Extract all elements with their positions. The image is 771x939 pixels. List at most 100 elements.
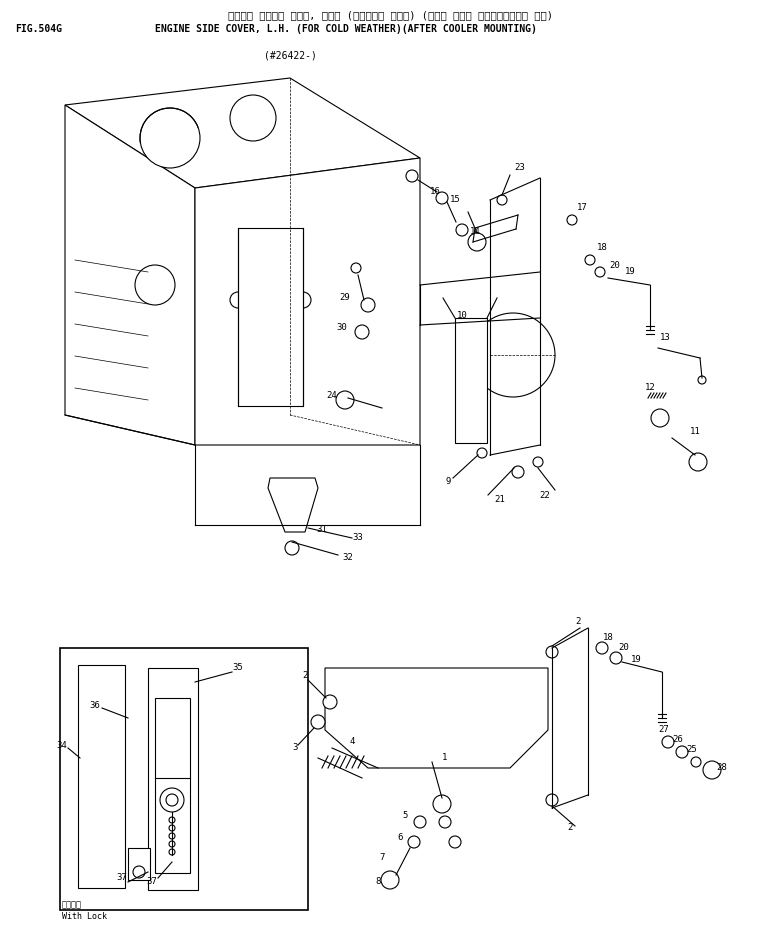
Circle shape — [160, 788, 184, 812]
Text: 30: 30 — [337, 324, 348, 332]
Text: 37: 37 — [146, 878, 157, 886]
Text: 32: 32 — [342, 553, 353, 562]
Text: 16: 16 — [429, 188, 440, 196]
Circle shape — [689, 453, 707, 471]
Circle shape — [477, 448, 487, 458]
Text: 24: 24 — [327, 391, 338, 399]
Text: 20: 20 — [610, 260, 621, 269]
Circle shape — [169, 833, 175, 839]
Circle shape — [311, 715, 325, 729]
Circle shape — [585, 255, 595, 265]
Circle shape — [698, 376, 706, 384]
Circle shape — [285, 541, 299, 555]
Polygon shape — [78, 665, 125, 888]
Circle shape — [546, 794, 558, 806]
Circle shape — [361, 298, 375, 312]
Bar — [60, 648, 308, 910]
Circle shape — [414, 816, 426, 828]
Text: 33: 33 — [352, 533, 363, 543]
Text: With Lock: With Lock — [62, 912, 107, 921]
Circle shape — [406, 170, 418, 182]
Text: 18: 18 — [603, 634, 614, 642]
Circle shape — [133, 866, 145, 878]
Circle shape — [468, 233, 486, 251]
Text: 37: 37 — [116, 873, 127, 883]
Circle shape — [512, 466, 524, 478]
Text: 7: 7 — [379, 854, 385, 863]
Circle shape — [456, 224, 468, 236]
Text: 18: 18 — [597, 243, 608, 253]
Circle shape — [408, 836, 420, 848]
Circle shape — [169, 825, 175, 831]
Circle shape — [651, 409, 669, 427]
Circle shape — [230, 95, 276, 141]
Text: 5: 5 — [402, 810, 408, 820]
Circle shape — [433, 795, 451, 813]
Text: 28: 28 — [716, 763, 727, 773]
Text: 3: 3 — [292, 744, 298, 752]
Polygon shape — [148, 668, 198, 890]
Bar — [455, 318, 487, 443]
Text: 1: 1 — [443, 753, 448, 762]
Circle shape — [567, 215, 577, 225]
Text: 14: 14 — [470, 227, 480, 237]
Circle shape — [471, 313, 555, 397]
Circle shape — [135, 265, 175, 305]
Circle shape — [323, 695, 337, 709]
Polygon shape — [65, 105, 195, 445]
Circle shape — [610, 652, 622, 664]
Text: 2: 2 — [575, 618, 581, 626]
Text: 36: 36 — [89, 700, 100, 710]
Text: 35: 35 — [233, 664, 244, 672]
Text: 2: 2 — [567, 824, 573, 833]
Text: 21: 21 — [495, 496, 505, 504]
Text: (#26422-): (#26422-) — [264, 50, 316, 60]
Text: 26: 26 — [672, 735, 683, 745]
Text: 8: 8 — [375, 878, 381, 886]
Circle shape — [336, 391, 354, 409]
Circle shape — [595, 267, 605, 277]
Circle shape — [166, 794, 178, 806]
Bar — [128, 848, 150, 880]
Text: 15: 15 — [449, 195, 460, 205]
Circle shape — [169, 841, 175, 847]
Circle shape — [703, 761, 721, 779]
Text: 34: 34 — [56, 741, 67, 749]
Text: 25: 25 — [687, 746, 698, 755]
Circle shape — [533, 457, 543, 467]
Circle shape — [497, 195, 507, 205]
Circle shape — [351, 263, 361, 273]
Circle shape — [662, 736, 674, 748]
Text: 20: 20 — [618, 643, 629, 653]
Text: ENGINE SIDE COVER, L.H. (FOR COLD WEATHER)(AFTER COOLER MOUNTING): ENGINE SIDE COVER, L.H. (FOR COLD WEATHE… — [155, 24, 537, 34]
Text: 2: 2 — [302, 670, 308, 680]
Text: 29: 29 — [339, 294, 350, 302]
Text: 22: 22 — [540, 491, 550, 500]
Text: 17: 17 — [577, 204, 588, 212]
Circle shape — [449, 836, 461, 848]
Circle shape — [355, 325, 369, 339]
Circle shape — [676, 746, 688, 758]
Circle shape — [546, 646, 558, 658]
Text: 27: 27 — [658, 726, 669, 734]
Circle shape — [169, 849, 175, 855]
Polygon shape — [65, 78, 420, 188]
Text: 10: 10 — [456, 311, 467, 319]
Circle shape — [691, 757, 701, 767]
Circle shape — [381, 871, 399, 889]
Circle shape — [140, 108, 200, 168]
Text: ロック付: ロック付 — [62, 900, 82, 909]
Text: 19: 19 — [625, 268, 635, 276]
Polygon shape — [195, 158, 420, 445]
Text: 6: 6 — [397, 834, 402, 842]
Text: エンジン サイト゜ カバー, ヒダリ (カンレイチ ショウ) (アフタ クーラ マウンティンク゜ サキ): エンジン サイト゜ カバー, ヒダリ (カンレイチ ショウ) (アフタ クーラ … — [227, 10, 553, 20]
Polygon shape — [325, 668, 548, 768]
Text: FIG.504G: FIG.504G — [15, 24, 62, 34]
Text: 11: 11 — [689, 427, 700, 437]
Text: 4: 4 — [349, 737, 355, 747]
Circle shape — [439, 816, 451, 828]
Text: 12: 12 — [645, 383, 655, 393]
Circle shape — [436, 192, 448, 204]
Bar — [155, 698, 190, 873]
Text: 13: 13 — [660, 333, 670, 343]
